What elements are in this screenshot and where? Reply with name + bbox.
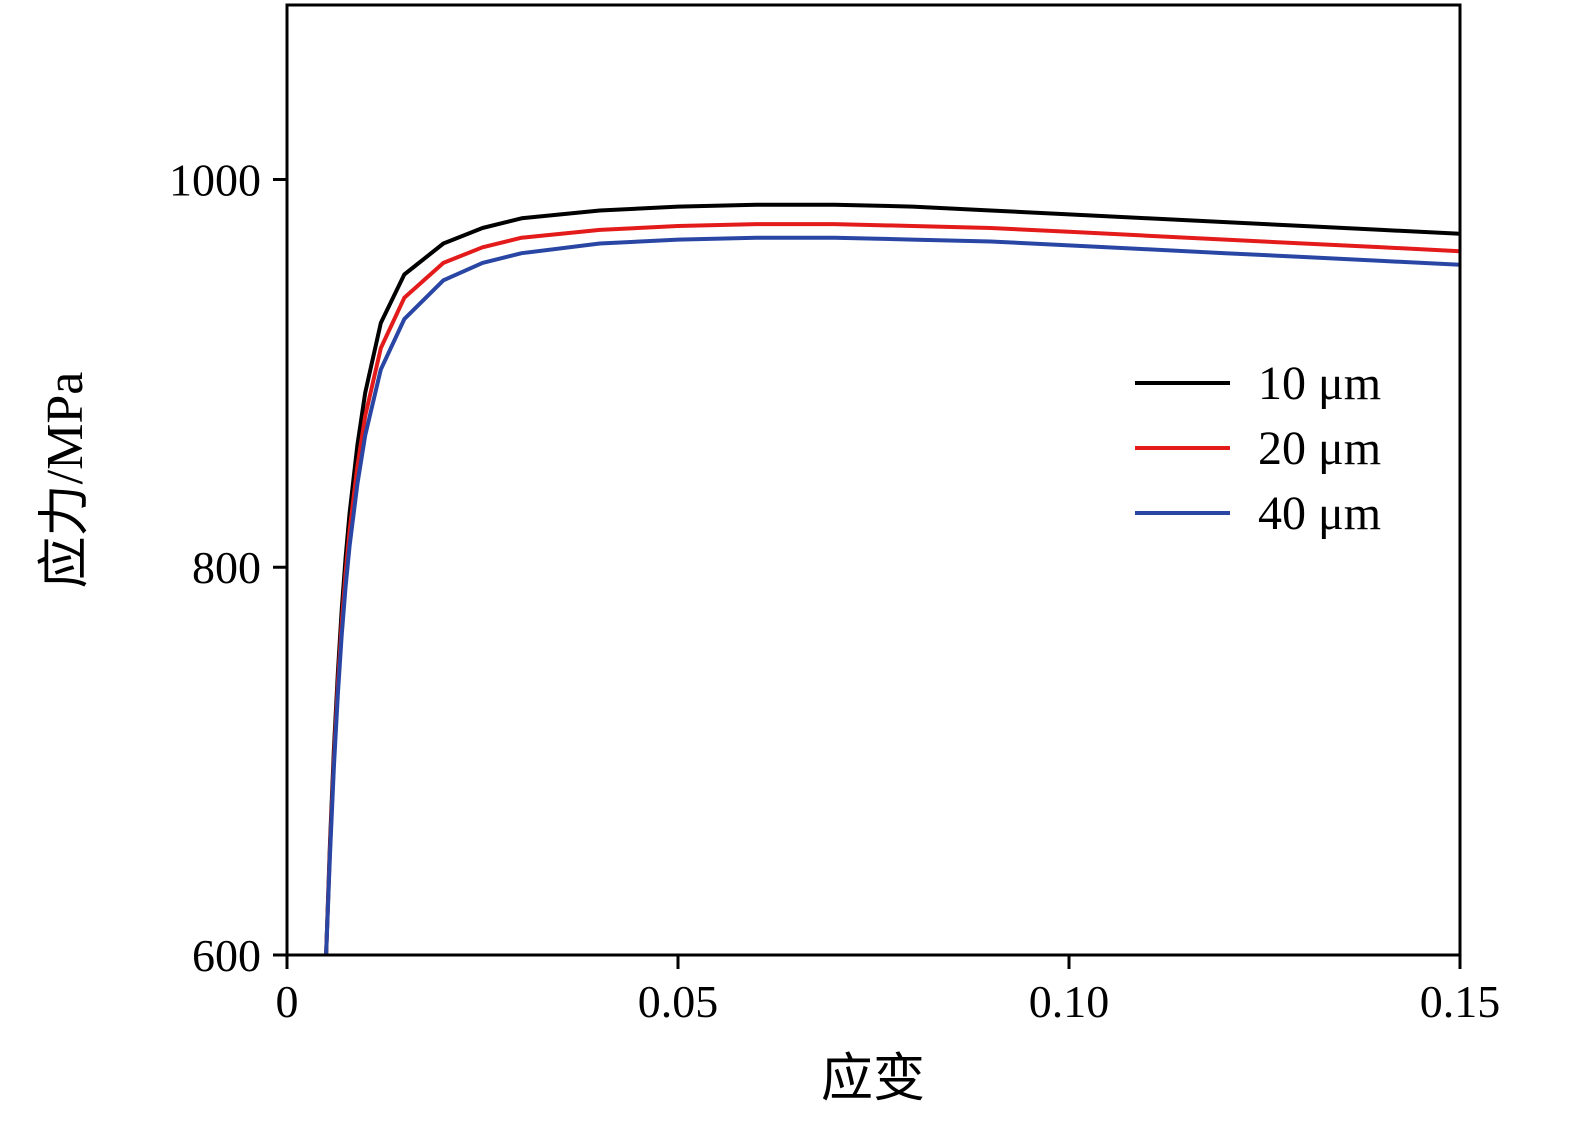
series-line-40μm (324, 235, 1460, 955)
x-tick-label: 0.10 (1029, 976, 1110, 1027)
y-tick-label: 1000 (169, 154, 261, 205)
plot-area: 0 0.05 0.10 0.15 600 800 1000 (169, 3, 1501, 1027)
x-tick-label: 0.15 (1420, 976, 1501, 1027)
legend: 10 μm 20 μm 40 μm (1135, 357, 1381, 540)
series-line-10μm (324, 202, 1460, 955)
legend-label-40um: 40 μm (1258, 487, 1381, 540)
series-group (324, 202, 1460, 955)
x-tick-label: 0 (276, 976, 299, 1027)
x-tick-label: 0.05 (638, 976, 719, 1027)
y-axis-label: 应力/MPa (37, 372, 94, 589)
y-tick-label: 600 (192, 930, 261, 981)
plot-border (285, 3, 1462, 957)
legend-label-10um: 10 μm (1258, 357, 1381, 410)
y-tick-label: 800 (192, 542, 261, 593)
legend-label-20um: 20 μm (1258, 422, 1381, 475)
x-axis-label: 应变 (821, 1051, 925, 1108)
